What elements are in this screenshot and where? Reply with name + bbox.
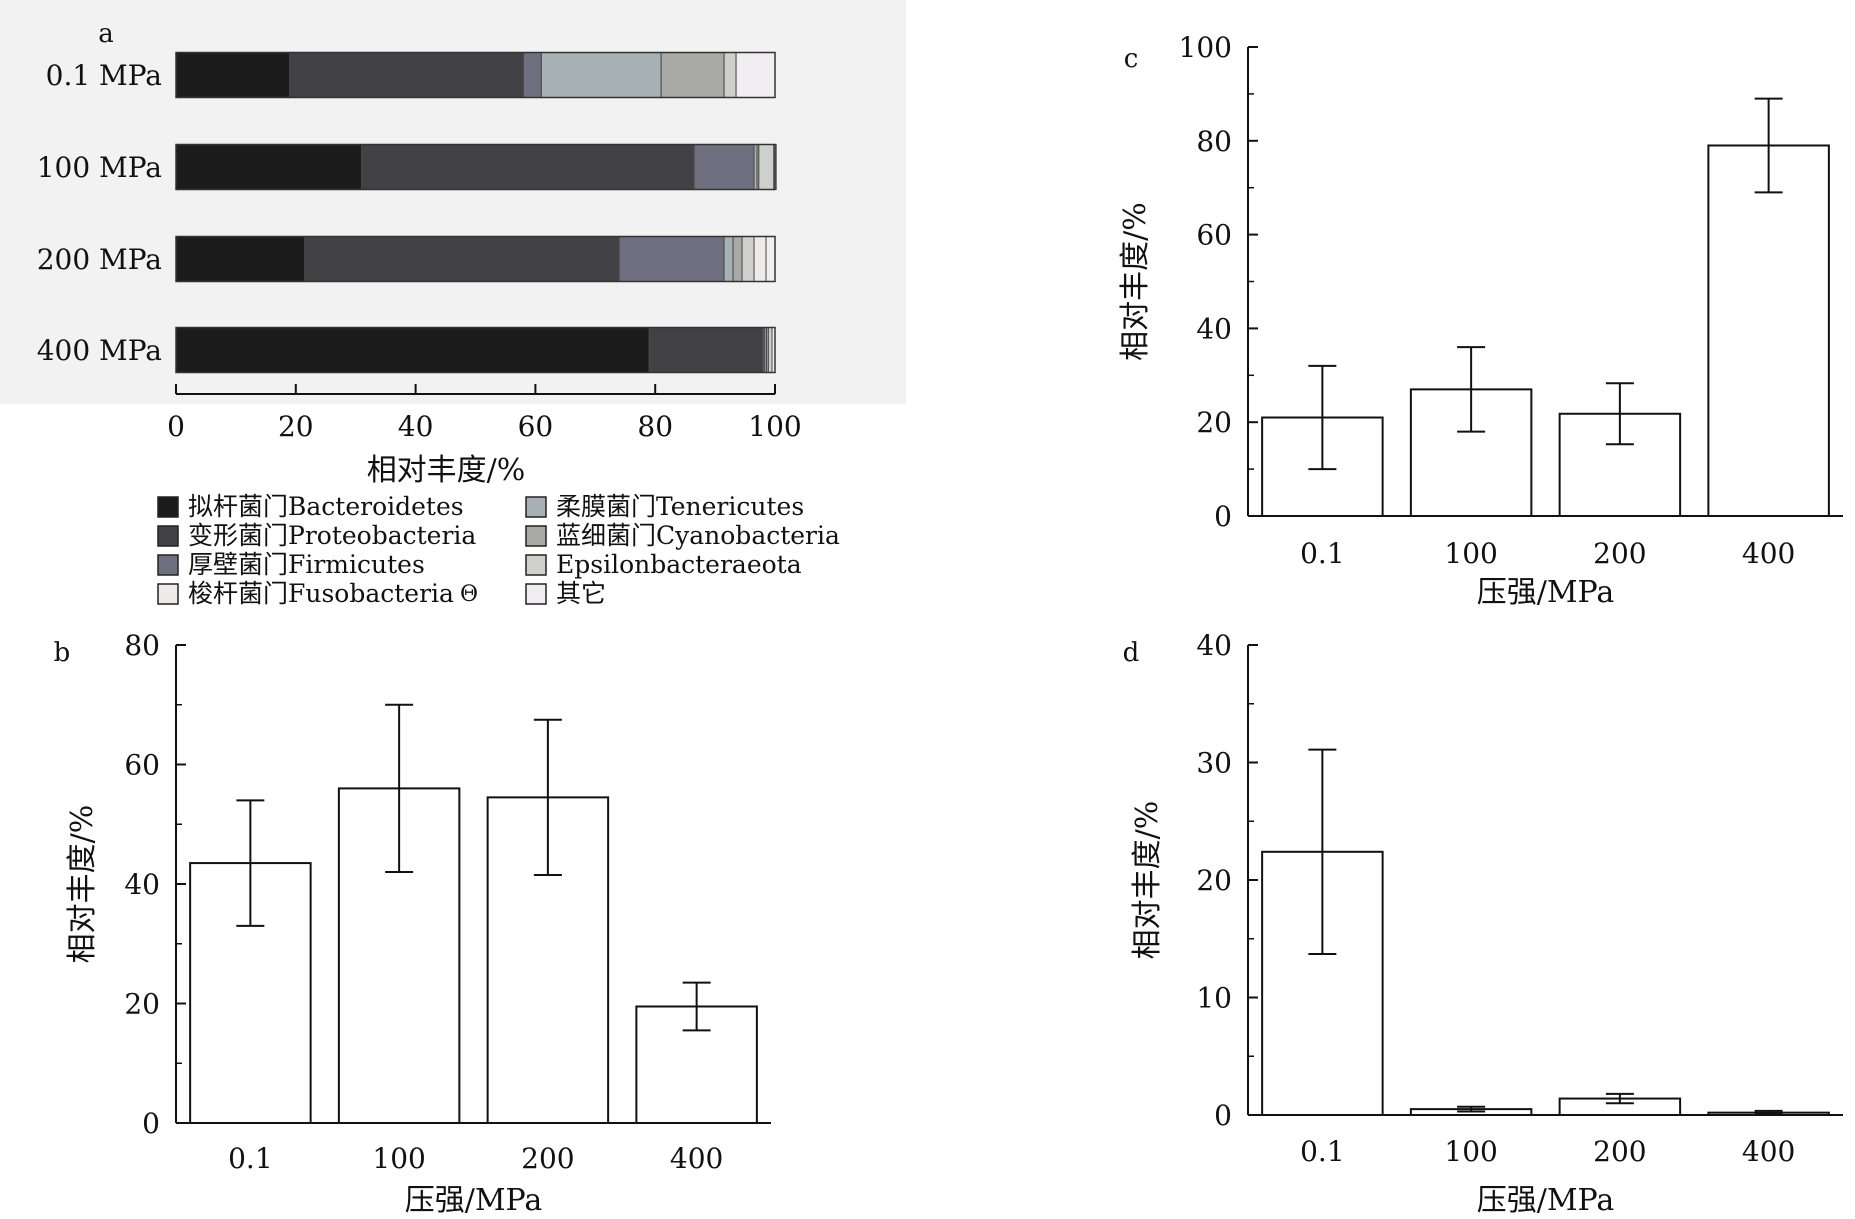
panel-d-x-axis-label: 压强/MPa: [1477, 1183, 1615, 1218]
panel-a-x-tick-label: 80: [637, 410, 673, 443]
panel-a-segment: [741, 236, 755, 282]
panel-a-letter: a: [98, 19, 114, 49]
panel-c-y-tick-label: 60: [1196, 219, 1232, 252]
legend-label: 拟杆菌门Bacteroidetes: [188, 492, 464, 521]
legend-swatch: [157, 496, 179, 518]
panel-a-segment: [289, 52, 524, 98]
panel-b-y-tick-label: 80: [124, 629, 160, 662]
panel-b-y-tick-label: 40: [124, 868, 160, 901]
panel-c-y-tick-label: 20: [1196, 406, 1232, 439]
panel-a-segment: [723, 52, 737, 98]
legend-label: 变形菌门Proteobacteria: [188, 521, 476, 550]
legend-label: 柔膜菌门Tenericutes: [556, 492, 804, 521]
panel-a-segment: [723, 236, 734, 282]
panel-d-y-tick-label: 20: [1196, 864, 1232, 897]
panel-a-segment: [175, 236, 306, 282]
panel-a-segment: [618, 236, 725, 282]
panel-c-category-label: 100: [1444, 537, 1497, 570]
panel-b-category-label: 400: [670, 1142, 723, 1175]
panel-a-segment: [304, 236, 620, 282]
panel-b-y-tick-label: 20: [124, 988, 160, 1021]
panel-c-y-tick-label: 0: [1214, 500, 1232, 533]
legend-label: 蓝细菌门Cyanobacteria: [556, 521, 840, 550]
panel-a-bar-outline: [175, 326, 776, 374]
panel-a-segment: [175, 144, 363, 190]
panel-a-category-label: 200 MPa: [37, 243, 162, 276]
panel-c-category-label: 200: [1593, 537, 1646, 570]
panel-a-segment: [175, 52, 291, 98]
panel-d-y-tick-label: 40: [1196, 629, 1232, 662]
panel-a-segment: [522, 52, 542, 98]
panel-a-bar-outline: [175, 51, 776, 99]
panel-c-letter: c: [1124, 44, 1139, 74]
panel-d-category-label: 400: [1742, 1135, 1795, 1168]
panel-b-y-axis-label: 相对丰度/%: [65, 805, 100, 964]
panel-a-x-tick-label: 40: [398, 410, 434, 443]
panel-d-y-tick-label: 10: [1196, 982, 1232, 1015]
panel-c-category-label: 0.1: [1300, 537, 1345, 570]
panel-a-x-tick-label: 60: [518, 410, 554, 443]
panel-d-letter: d: [1123, 638, 1140, 668]
panel-c-y-tick-label: 40: [1196, 312, 1232, 345]
legend-label: Epsilonbacteraeota: [556, 550, 802, 579]
panel-a-segment: [767, 327, 773, 373]
panel-a-segment: [735, 52, 776, 98]
panel-a-segment: [753, 236, 767, 282]
panel-d-category-label: 200: [1593, 1135, 1646, 1168]
panel-a-segment: [660, 52, 725, 98]
panel-d-category-label: 100: [1444, 1135, 1497, 1168]
panel-c-y-axis-label: 相对丰度/%: [1118, 202, 1153, 361]
panel-a-category-label: 0.1 MPa: [46, 59, 162, 92]
legend-swatch: [525, 554, 547, 576]
panel-a-x-axis-label: 相对丰度/%: [367, 453, 526, 488]
legend-swatch: [525, 496, 547, 518]
legend-swatch: [157, 525, 179, 547]
legend-swatch: [157, 583, 179, 605]
legend-swatch: [525, 583, 547, 605]
panel-a-segment: [175, 327, 650, 373]
panel-a-x-tick-label: 0: [167, 410, 185, 443]
panel-b-x-axis-label: 压强/MPa: [405, 1183, 543, 1218]
panel-d-y-tick-label: 0: [1214, 1099, 1232, 1132]
panel-b-y-tick-label: 0: [142, 1107, 160, 1140]
panel-c-y-tick-label: 100: [1179, 31, 1232, 64]
legend-mark: Θ: [460, 582, 478, 607]
legend-swatch: [157, 554, 179, 576]
panel-a-x-tick-label: 100: [748, 410, 801, 443]
panel-b-category-label: 100: [372, 1142, 425, 1175]
panel-d-y-tick-label: 30: [1196, 747, 1232, 780]
legend-label: 其它: [556, 579, 606, 608]
panel-a-category-label: 100 MPa: [37, 151, 162, 184]
legend-swatch: [525, 525, 547, 547]
legend-label: 梭杆菌门Fusobacteria: [188, 579, 454, 608]
panel-a-bar-outline: [175, 143, 776, 191]
panel-b-category-label: 200: [521, 1142, 574, 1175]
panel-a-segment: [758, 144, 775, 190]
panel-d-category-label: 0.1: [1300, 1135, 1345, 1168]
panel-c-category-label: 400: [1742, 537, 1795, 570]
panel-a-bar-outline: [175, 235, 776, 283]
legend-label: 厚壁菌门Firmicutes: [188, 550, 425, 579]
panel-a-x-tick-label: 20: [278, 410, 314, 443]
panel-d-y-axis-label: 相对丰度/%: [1130, 801, 1165, 960]
panel-b-y-tick-label: 60: [124, 749, 160, 782]
panel-c-x-axis-label: 压强/MPa: [1477, 575, 1615, 610]
panel-a-segment: [540, 52, 662, 98]
panel-c-bar: [1707, 144, 1830, 518]
panel-b-letter: b: [54, 638, 71, 668]
panel-a-segment: [732, 236, 743, 282]
panel-a-segment: [765, 236, 776, 282]
panel-a-segment: [693, 144, 755, 190]
panel-b-category-label: 0.1: [228, 1142, 273, 1175]
panel-a-category-label: 400 MPa: [37, 334, 162, 367]
panel-a-segment: [648, 327, 764, 373]
panel-c-y-tick-label: 80: [1196, 125, 1232, 158]
panel-a-segment: [361, 144, 695, 190]
